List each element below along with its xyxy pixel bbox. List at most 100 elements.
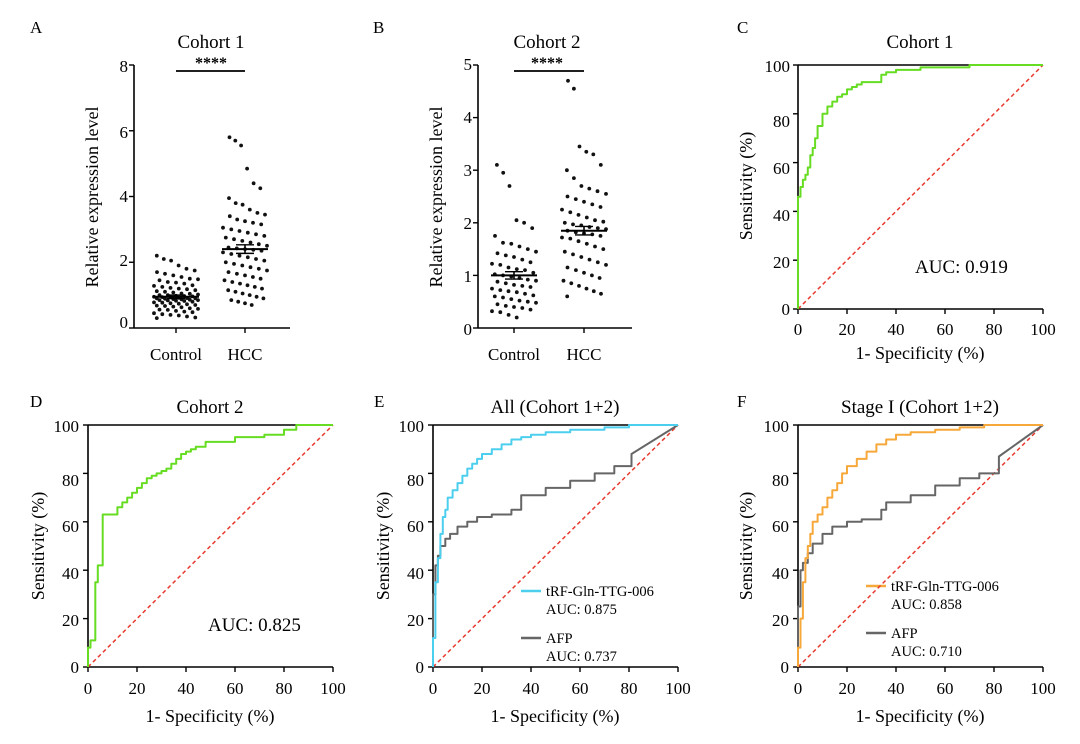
data-point: [160, 285, 165, 289]
data-point: [152, 300, 156, 305]
data-point: [171, 273, 176, 278]
data-point: [157, 278, 162, 283]
data-point: [221, 225, 225, 230]
y-tick-label: 3: [464, 161, 473, 180]
data-point: [601, 219, 606, 224]
x-tick-label: 0: [794, 679, 803, 698]
data-point: [584, 241, 589, 246]
data-point: [223, 260, 228, 265]
data-point: [165, 280, 170, 284]
data-point: [572, 176, 576, 181]
data-point: [245, 230, 250, 235]
y-tick-label: 0: [416, 658, 425, 677]
y-tick-label: 40: [62, 564, 79, 583]
chart-title: All (Cohort 1+2): [491, 397, 620, 418]
x-tick-label: 40: [888, 679, 905, 698]
data-point: [222, 278, 227, 283]
panel-b: B Cohort 2 Relative expression level ***…: [373, 18, 632, 364]
data-point: [233, 289, 238, 294]
legend-label-trf: tRF-Gln-TTG-006: [891, 579, 999, 595]
x-tick-label: 20: [474, 679, 491, 698]
y-axis-label: Relative expression level: [426, 107, 446, 288]
data-point: [506, 313, 511, 317]
y-tick-label: 20: [772, 611, 789, 630]
data-point: [176, 301, 181, 306]
data-point: [512, 283, 516, 287]
data-point: [237, 253, 242, 258]
panel-letter-a: A: [30, 18, 43, 37]
data-point: [221, 250, 225, 255]
data-point: [562, 220, 567, 225]
data-point: [593, 244, 597, 249]
data-point: [240, 202, 245, 207]
y-axis-label: Sensitivity (%): [373, 492, 394, 601]
data-point: [171, 290, 176, 295]
data-point: [245, 283, 250, 288]
legend-auc-trf: AUC: 0.858: [891, 597, 962, 613]
chart-title: Cohort 2: [513, 32, 580, 53]
data-point: [498, 310, 503, 315]
data-point: [562, 249, 567, 254]
data-point: [256, 266, 261, 271]
y-axis-label: Sensitivity (%): [736, 492, 757, 601]
data-point: [571, 222, 575, 227]
x-axis-label: 1- Specificity (%): [856, 343, 985, 364]
panel-letter-e: E: [374, 392, 384, 411]
data-point: [601, 247, 606, 252]
x-tick-label: 40: [523, 679, 540, 698]
data-point: [174, 298, 178, 303]
x-tick-label: 20: [129, 679, 146, 698]
data-point: [495, 279, 500, 284]
reference-diagonal: [797, 64, 1044, 310]
data-point: [251, 275, 255, 279]
data-point: [168, 301, 173, 306]
data-point: [235, 217, 240, 222]
data-point: [598, 163, 603, 167]
data-point: [193, 288, 198, 293]
x-tick-label: 40: [178, 679, 195, 698]
y-tick-label: 100: [764, 417, 790, 436]
legend-auc-trf: AUC: 0.875: [546, 602, 617, 618]
data-point: [525, 277, 530, 282]
data-point: [265, 243, 269, 248]
panel-a: A Cohort 1 Relative expression level ***…: [30, 18, 290, 364]
data-point: [229, 227, 234, 232]
data-point: [251, 220, 255, 225]
y-tick-label: 6: [120, 123, 129, 142]
data-point: [249, 303, 254, 307]
data-point: [565, 294, 570, 299]
y-tick-label: 8: [120, 57, 129, 76]
data-point: [260, 286, 264, 291]
y-axis-label: Sensitivity (%): [736, 132, 757, 241]
data-point: [235, 271, 239, 276]
data-point: [597, 276, 602, 280]
x-tick-label: 80: [986, 320, 1003, 339]
data-point: [154, 316, 159, 320]
data-point: [238, 281, 242, 286]
data-point: [531, 293, 536, 298]
data-point: [591, 289, 596, 294]
panel-letter-b: B: [373, 18, 384, 37]
data-point: [157, 298, 162, 302]
data-point: [243, 273, 247, 278]
data-point: [568, 236, 573, 241]
x-category-label: Control: [150, 345, 202, 364]
data-point: [229, 298, 234, 302]
data-point: [576, 213, 581, 217]
data-point: [561, 278, 566, 283]
data-point: [229, 252, 234, 256]
legend-label-trf: tRF-Gln-TTG-006: [546, 584, 654, 600]
data-point: [512, 255, 516, 259]
data-point: [157, 307, 162, 312]
data-point: [579, 255, 584, 259]
data-point: [587, 257, 592, 262]
x-axis-label: 1- Specificity (%): [491, 706, 620, 727]
data-point: [160, 312, 165, 317]
data-point: [587, 186, 592, 191]
data-point: [598, 205, 603, 209]
data-point: [185, 302, 189, 307]
y-tick-label: 80: [772, 471, 789, 490]
data-point: [262, 258, 267, 263]
data-point: [237, 229, 242, 233]
data-point: [165, 298, 170, 303]
